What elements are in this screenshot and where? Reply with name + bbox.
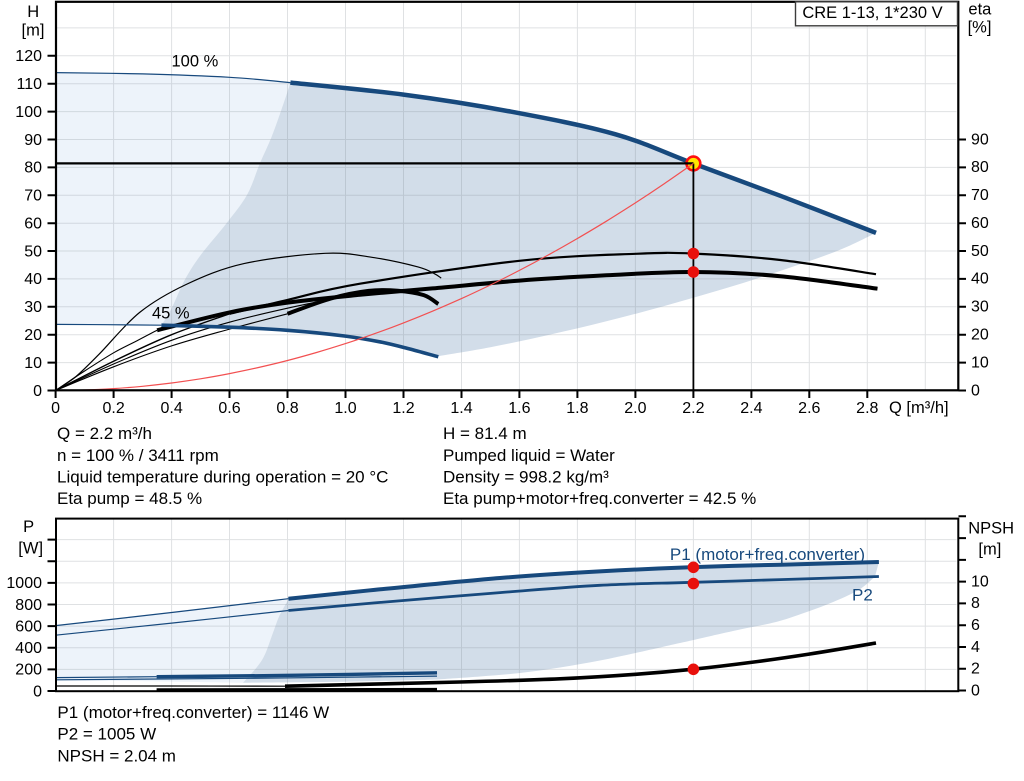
svg-text:0.8: 0.8 (276, 400, 298, 417)
svg-text:45 %: 45 % (152, 305, 190, 323)
svg-text:P2 = 1005 W: P2 = 1005 W (57, 725, 156, 744)
svg-text:2.8: 2.8 (856, 400, 878, 417)
svg-text:50: 50 (971, 243, 989, 260)
svg-text:0: 0 (33, 383, 42, 400)
svg-text:0.6: 0.6 (218, 400, 240, 417)
svg-text:60: 60 (971, 215, 989, 232)
svg-text:Eta pump = 48.5 %: Eta pump = 48.5 % (57, 489, 202, 508)
svg-text:1.2: 1.2 (392, 400, 414, 417)
svg-text:0: 0 (33, 683, 42, 700)
svg-text:P1 (motor+freq.converter) = 11: P1 (motor+freq.converter) = 1146 W (57, 703, 329, 722)
svg-text:2.2: 2.2 (682, 400, 704, 417)
svg-text:8: 8 (971, 595, 980, 612)
svg-text:1.0: 1.0 (334, 400, 356, 417)
svg-text:4: 4 (971, 639, 980, 656)
svg-text:20: 20 (971, 327, 989, 344)
svg-text:100: 100 (15, 104, 42, 121)
svg-text:20: 20 (24, 327, 42, 344)
svg-text:100 %: 100 % (172, 53, 219, 71)
svg-text:Eta pump+motor+freq.converter: Eta pump+motor+freq.converter = 42.5 % (443, 489, 756, 508)
svg-text:800: 800 (15, 597, 42, 614)
svg-text:1.6: 1.6 (508, 400, 530, 417)
svg-text:0: 0 (971, 682, 980, 699)
svg-text:P: P (23, 518, 34, 536)
svg-text:CRE 1-13, 1*230 V: CRE 1-13, 1*230 V (802, 4, 942, 22)
svg-text:1.4: 1.4 (450, 400, 472, 417)
svg-text:40: 40 (971, 271, 989, 288)
svg-text:[m]: [m] (22, 21, 45, 39)
svg-text:n = 100 % / 3411 rpm: n = 100 % / 3411 rpm (57, 446, 219, 465)
svg-text:30: 30 (971, 299, 989, 316)
svg-text:[m]: [m] (978, 541, 1001, 559)
svg-text:2.0: 2.0 (624, 400, 646, 417)
svg-text:NPSH = 2.04 m: NPSH = 2.04 m (57, 746, 176, 765)
svg-text:70: 70 (24, 188, 42, 205)
svg-text:10: 10 (24, 355, 42, 372)
svg-text:90: 90 (971, 131, 989, 148)
svg-text:50: 50 (24, 243, 42, 260)
svg-text:NPSH: NPSH (968, 520, 1014, 538)
svg-text:80: 80 (971, 159, 989, 176)
svg-text:2: 2 (971, 661, 980, 678)
svg-text:70: 70 (971, 187, 989, 204)
svg-text:Liquid temperature during oper: Liquid temperature during operation = 20… (57, 467, 388, 486)
svg-text:10: 10 (971, 573, 989, 590)
svg-text:10: 10 (971, 354, 989, 371)
svg-text:0.4: 0.4 (160, 400, 182, 417)
svg-text:[%]: [%] (968, 19, 992, 37)
svg-text:1000: 1000 (6, 575, 42, 592)
svg-text:0: 0 (971, 382, 980, 399)
svg-text:120: 120 (15, 48, 42, 65)
svg-text:200: 200 (15, 662, 42, 679)
svg-text:Q [m³/h]: Q [m³/h] (889, 399, 949, 417)
svg-text:Pumped liquid = Water: Pumped liquid = Water (443, 446, 615, 465)
svg-text:2.6: 2.6 (798, 400, 820, 417)
svg-text:40: 40 (24, 271, 42, 288)
svg-text:90: 90 (24, 132, 42, 149)
svg-text:110: 110 (16, 76, 42, 93)
svg-text:eta: eta (968, 1, 992, 19)
svg-text:400: 400 (15, 640, 42, 657)
svg-text:[W]: [W] (18, 540, 43, 558)
svg-text:0: 0 (51, 400, 60, 417)
svg-text:80: 80 (24, 160, 42, 177)
svg-text:6: 6 (971, 617, 980, 634)
svg-text:Q = 2.2 m³/h: Q = 2.2 m³/h (57, 424, 152, 443)
svg-text:Density = 998.2 kg/m³: Density = 998.2 kg/m³ (443, 467, 609, 486)
svg-text:30: 30 (24, 299, 42, 316)
svg-text:H: H (27, 3, 39, 21)
svg-text:2.4: 2.4 (740, 400, 762, 417)
svg-text:H = 81.4 m: H = 81.4 m (443, 424, 527, 443)
svg-text:P1 (motor+freq.converter): P1 (motor+freq.converter) (670, 545, 865, 564)
svg-text:60: 60 (24, 216, 42, 233)
svg-text:1.8: 1.8 (566, 400, 588, 417)
svg-text:P2: P2 (852, 585, 873, 604)
svg-text:600: 600 (15, 618, 42, 635)
svg-text:0.2: 0.2 (102, 400, 124, 417)
